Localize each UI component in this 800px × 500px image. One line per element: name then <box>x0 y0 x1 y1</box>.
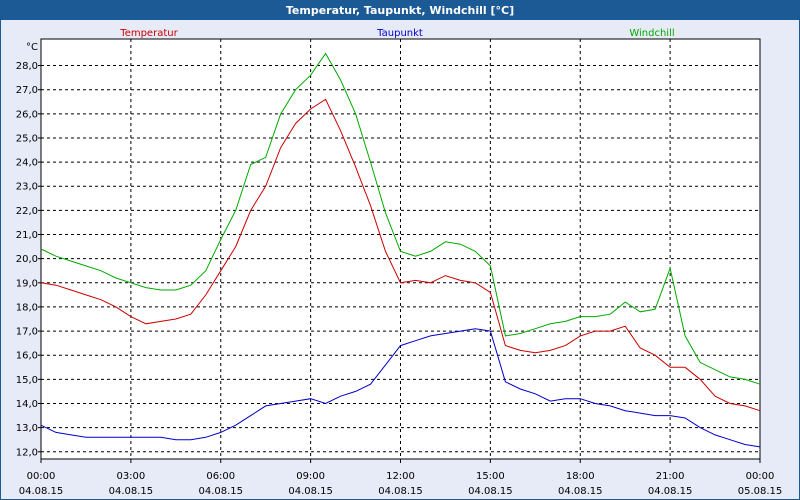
chart-title: Temperatur, Taupunkt, Windchill [°C] <box>1 1 799 20</box>
y-tick-label: 17,0 <box>16 327 38 338</box>
x-tick-date: 04.08.15 <box>468 486 513 497</box>
x-tick-date: 04.08.15 <box>288 486 333 497</box>
x-tick-time: 00:00 <box>27 471 56 482</box>
y-tick-label: 16,0 <box>16 351 38 362</box>
y-tick-label: 14,0 <box>16 399 38 410</box>
y-tick-label: 22,0 <box>16 206 38 217</box>
y-tick-label: 21,0 <box>16 230 38 241</box>
x-tick-time: 06:00 <box>206 471 235 482</box>
x-tick-date: 04.08.15 <box>198 486 243 497</box>
y-tick-label: 27,0 <box>16 85 38 96</box>
x-tick-time: 21:00 <box>656 471 685 482</box>
y-tick-label: 26,0 <box>16 109 38 120</box>
y-tick-label: 20,0 <box>16 254 38 265</box>
y-tick-label: 12,0 <box>16 447 38 458</box>
legend-temperatur: Temperatur <box>119 28 178 39</box>
x-tick-date: 04.08.15 <box>109 486 154 497</box>
y-tick-label: 23,0 <box>16 182 38 193</box>
y-axis-label: °C <box>26 42 38 53</box>
series-line-taupunkt <box>40 328 761 448</box>
series-lines: Temperatur Taupunkt Windchill <box>40 28 761 448</box>
y-tick-label: 18,0 <box>16 302 38 313</box>
y-tick-label: 28,0 <box>16 61 38 72</box>
legend-taupunkt: Taupunkt <box>376 28 423 39</box>
x-tick-date: 04.08.15 <box>378 486 423 497</box>
y-tick-label: 15,0 <box>16 375 38 386</box>
y-tick-label: 13,0 <box>16 423 38 434</box>
y-tick-label: 24,0 <box>16 158 38 169</box>
series-line-windchill <box>40 52 761 385</box>
x-tick-time: 00:00 <box>746 471 775 482</box>
x-tick-time: 15:00 <box>476 471 505 482</box>
series-line-temperatur <box>40 98 761 412</box>
x-tick-time: 12:00 <box>386 471 415 482</box>
y-tick-label: 19,0 <box>16 278 38 289</box>
x-tick-date: 04.08.15 <box>558 486 603 497</box>
x-tick-time: 09:00 <box>296 471 325 482</box>
x-tick-date: 05.08.15 <box>738 486 783 497</box>
x-tick-date: 04.08.15 <box>19 486 64 497</box>
x-tick-date: 04.08.15 <box>648 486 693 497</box>
axes: 12,0 13,0 14,0 15,0 16,0 17,0 18,0 19,0 20,0 21,0… <box>16 61 783 497</box>
x-tick-time: 03:00 <box>116 471 145 482</box>
grid <box>41 39 760 459</box>
y-tick-label: 25,0 <box>16 133 38 144</box>
x-tick-time: 18:00 <box>566 471 595 482</box>
legend-windchill: Windchill <box>629 28 674 39</box>
